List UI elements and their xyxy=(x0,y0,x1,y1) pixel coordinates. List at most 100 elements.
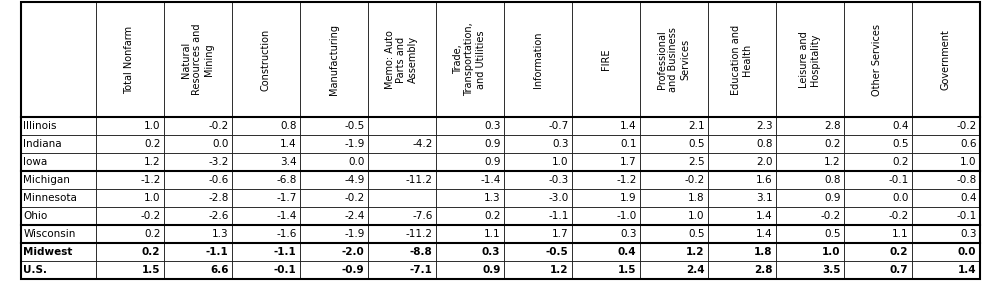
Bar xyxy=(912,171,980,189)
Bar xyxy=(96,207,164,225)
Bar xyxy=(708,153,776,171)
Text: -2.6: -2.6 xyxy=(208,211,228,221)
Text: -0.1: -0.1 xyxy=(274,265,296,275)
Bar xyxy=(368,153,436,171)
Text: -1.2: -1.2 xyxy=(140,175,160,185)
Bar xyxy=(232,2,300,117)
Text: -0.2: -0.2 xyxy=(956,121,976,131)
Text: -0.1: -0.1 xyxy=(956,211,976,221)
Text: Total Nonfarm: Total Nonfarm xyxy=(124,26,134,94)
Bar xyxy=(164,225,232,243)
Text: -2.0: -2.0 xyxy=(342,247,364,257)
Bar xyxy=(708,171,776,189)
Bar xyxy=(96,189,164,207)
Text: 2.3: 2.3 xyxy=(756,121,772,131)
Bar xyxy=(96,261,164,279)
Bar xyxy=(572,225,640,243)
Text: 1.2: 1.2 xyxy=(824,157,840,167)
Bar xyxy=(912,207,980,225)
Bar xyxy=(368,117,436,135)
Bar xyxy=(436,135,504,153)
Bar xyxy=(572,207,640,225)
Text: 0.5: 0.5 xyxy=(688,139,704,149)
Bar xyxy=(504,135,572,153)
Text: Leisure and
Hospitality: Leisure and Hospitality xyxy=(799,31,820,88)
Bar xyxy=(776,261,844,279)
Bar xyxy=(436,171,504,189)
Text: -1.9: -1.9 xyxy=(344,139,364,149)
Bar xyxy=(164,189,232,207)
Bar xyxy=(708,117,776,135)
Bar xyxy=(436,207,504,225)
Bar xyxy=(300,225,368,243)
Text: Government: Government xyxy=(940,29,950,90)
Text: 0.7: 0.7 xyxy=(890,265,908,275)
Text: 0.8: 0.8 xyxy=(756,139,772,149)
Text: 0.4: 0.4 xyxy=(892,121,908,131)
Bar xyxy=(776,243,844,261)
Text: 1.4: 1.4 xyxy=(958,265,976,275)
Text: 1.5: 1.5 xyxy=(142,265,160,275)
Bar xyxy=(368,225,436,243)
Text: 1.4: 1.4 xyxy=(620,121,637,131)
Bar xyxy=(844,189,912,207)
Text: 1.0: 1.0 xyxy=(552,157,568,167)
Bar xyxy=(368,261,436,279)
Text: -0.3: -0.3 xyxy=(548,175,568,185)
Bar xyxy=(844,153,912,171)
Text: 3.1: 3.1 xyxy=(756,193,772,203)
Bar xyxy=(572,171,640,189)
Bar xyxy=(912,2,980,117)
Text: Michigan: Michigan xyxy=(24,175,70,185)
Bar xyxy=(300,189,368,207)
Bar xyxy=(912,117,980,135)
Bar xyxy=(776,207,844,225)
Bar xyxy=(504,117,572,135)
Bar xyxy=(20,189,96,207)
Text: 1.7: 1.7 xyxy=(620,157,637,167)
Text: Other Services: Other Services xyxy=(872,24,883,96)
Bar xyxy=(912,189,980,207)
Text: -0.9: -0.9 xyxy=(342,265,364,275)
Text: 1.8: 1.8 xyxy=(754,247,772,257)
Text: 0.9: 0.9 xyxy=(824,193,840,203)
Text: Memo: Auto
Parts and
Assembly: Memo: Auto Parts and Assembly xyxy=(385,30,418,89)
Bar xyxy=(912,243,980,261)
Bar xyxy=(640,171,708,189)
Bar xyxy=(572,153,640,171)
Bar xyxy=(96,153,164,171)
Text: -4.2: -4.2 xyxy=(412,139,432,149)
Text: 0.5: 0.5 xyxy=(824,229,840,239)
Text: 2.5: 2.5 xyxy=(688,157,704,167)
Bar xyxy=(776,171,844,189)
Bar xyxy=(232,207,300,225)
Bar xyxy=(96,2,164,117)
Text: -1.1: -1.1 xyxy=(206,247,228,257)
Text: 0.2: 0.2 xyxy=(144,139,160,149)
Text: -2.8: -2.8 xyxy=(208,193,228,203)
Bar xyxy=(912,225,980,243)
Bar xyxy=(504,243,572,261)
Text: 2.4: 2.4 xyxy=(686,265,704,275)
Text: 1.6: 1.6 xyxy=(756,175,772,185)
Text: 0.8: 0.8 xyxy=(280,121,296,131)
Text: 0.4: 0.4 xyxy=(960,193,976,203)
Bar xyxy=(300,153,368,171)
Text: 0.3: 0.3 xyxy=(484,121,501,131)
Bar xyxy=(164,135,232,153)
Text: 0.0: 0.0 xyxy=(958,247,976,257)
Bar xyxy=(572,117,640,135)
Text: 0.3: 0.3 xyxy=(960,229,976,239)
Text: 0.0: 0.0 xyxy=(892,193,908,203)
Bar xyxy=(300,261,368,279)
Text: Midwest: Midwest xyxy=(24,247,73,257)
Text: -3.2: -3.2 xyxy=(208,157,228,167)
Bar xyxy=(436,243,504,261)
Text: 1.4: 1.4 xyxy=(756,229,772,239)
Bar xyxy=(20,171,96,189)
Bar xyxy=(640,2,708,117)
Bar xyxy=(572,261,640,279)
Text: Professional
and Business
Services: Professional and Business Services xyxy=(657,27,690,92)
Text: -7.6: -7.6 xyxy=(412,211,432,221)
Text: 0.4: 0.4 xyxy=(618,247,637,257)
